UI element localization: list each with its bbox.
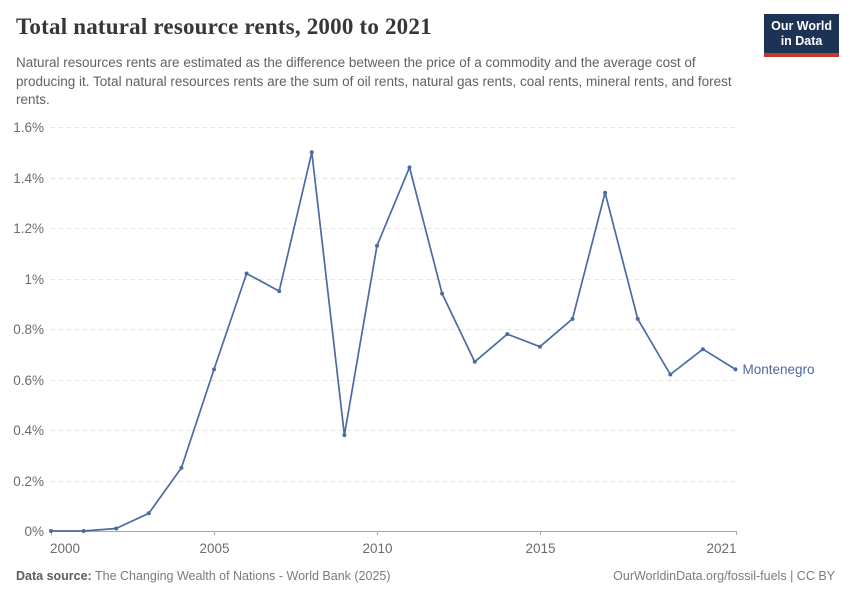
y-axis-label: 1.6% bbox=[13, 120, 44, 135]
data-point[interactable] bbox=[244, 271, 249, 276]
chart-subtitle: Natural resources rents are estimated as… bbox=[16, 55, 732, 108]
y-axis-label: 1% bbox=[24, 272, 44, 287]
data-point[interactable] bbox=[146, 511, 151, 516]
owid-logo[interactable]: Our World in Data bbox=[764, 14, 839, 57]
data-point[interactable] bbox=[277, 289, 282, 294]
x-axis-label: 2000 bbox=[50, 541, 80, 556]
data-point[interactable] bbox=[440, 291, 445, 296]
data-point[interactable] bbox=[179, 465, 184, 470]
y-axis-label: 0.8% bbox=[13, 322, 44, 337]
y-axis-label: 1.2% bbox=[13, 221, 44, 236]
y-axis-label: 0.4% bbox=[13, 423, 44, 438]
data-line[interactable] bbox=[50, 151, 737, 532]
data-point[interactable] bbox=[81, 529, 86, 533]
data-point[interactable] bbox=[505, 332, 510, 337]
data-point[interactable] bbox=[375, 243, 379, 248]
chart-title: Total natural resource rents, 2000 to 20… bbox=[16, 14, 432, 39]
y-axis-label: 1.4% bbox=[13, 171, 44, 186]
owid-url-link[interactable]: OurWorldinData.org/fossil-fuels bbox=[613, 569, 787, 583]
y-axis-label: 0.6% bbox=[13, 373, 44, 388]
credit-line: OurWorldinData.org/fossil-fuels | CC BY bbox=[613, 569, 835, 583]
data-point[interactable] bbox=[700, 347, 705, 352]
x-axis-label: 2005 bbox=[199, 541, 229, 556]
license-link[interactable]: CC BY bbox=[796, 569, 835, 583]
data-source-label: Data source: bbox=[16, 569, 92, 583]
data-point[interactable] bbox=[309, 150, 314, 155]
owid-logo-line1: Our World bbox=[771, 19, 832, 33]
data-point[interactable] bbox=[668, 372, 673, 377]
data-point[interactable] bbox=[407, 165, 412, 170]
data-point[interactable] bbox=[472, 359, 477, 364]
data-point[interactable] bbox=[733, 367, 738, 372]
data-source: Data source: The Changing Wealth of Nati… bbox=[16, 569, 391, 583]
y-axis-label: 0% bbox=[24, 524, 44, 539]
x-axis-label: 2015 bbox=[525, 541, 555, 556]
chart-footer: Data source: The Changing Wealth of Nati… bbox=[16, 569, 835, 583]
owid-logo-line2: in Data bbox=[780, 34, 823, 48]
y-axis-label: 0.2% bbox=[13, 474, 44, 489]
data-point[interactable] bbox=[603, 190, 608, 195]
x-axis-label: 2021 bbox=[706, 541, 736, 556]
data-point[interactable] bbox=[537, 344, 542, 349]
data-point[interactable] bbox=[212, 367, 216, 372]
data-point[interactable] bbox=[570, 316, 575, 321]
entity-label[interactable]: Montenegro bbox=[743, 362, 815, 377]
data-point[interactable] bbox=[635, 316, 640, 321]
data-point[interactable] bbox=[49, 529, 53, 533]
credit-divider: | bbox=[786, 569, 797, 583]
data-source-text: The Changing Wealth of Nations - World B… bbox=[91, 569, 391, 583]
data-point[interactable] bbox=[114, 526, 119, 531]
x-axis-label: 2010 bbox=[362, 541, 392, 556]
data-point[interactable] bbox=[342, 433, 347, 438]
